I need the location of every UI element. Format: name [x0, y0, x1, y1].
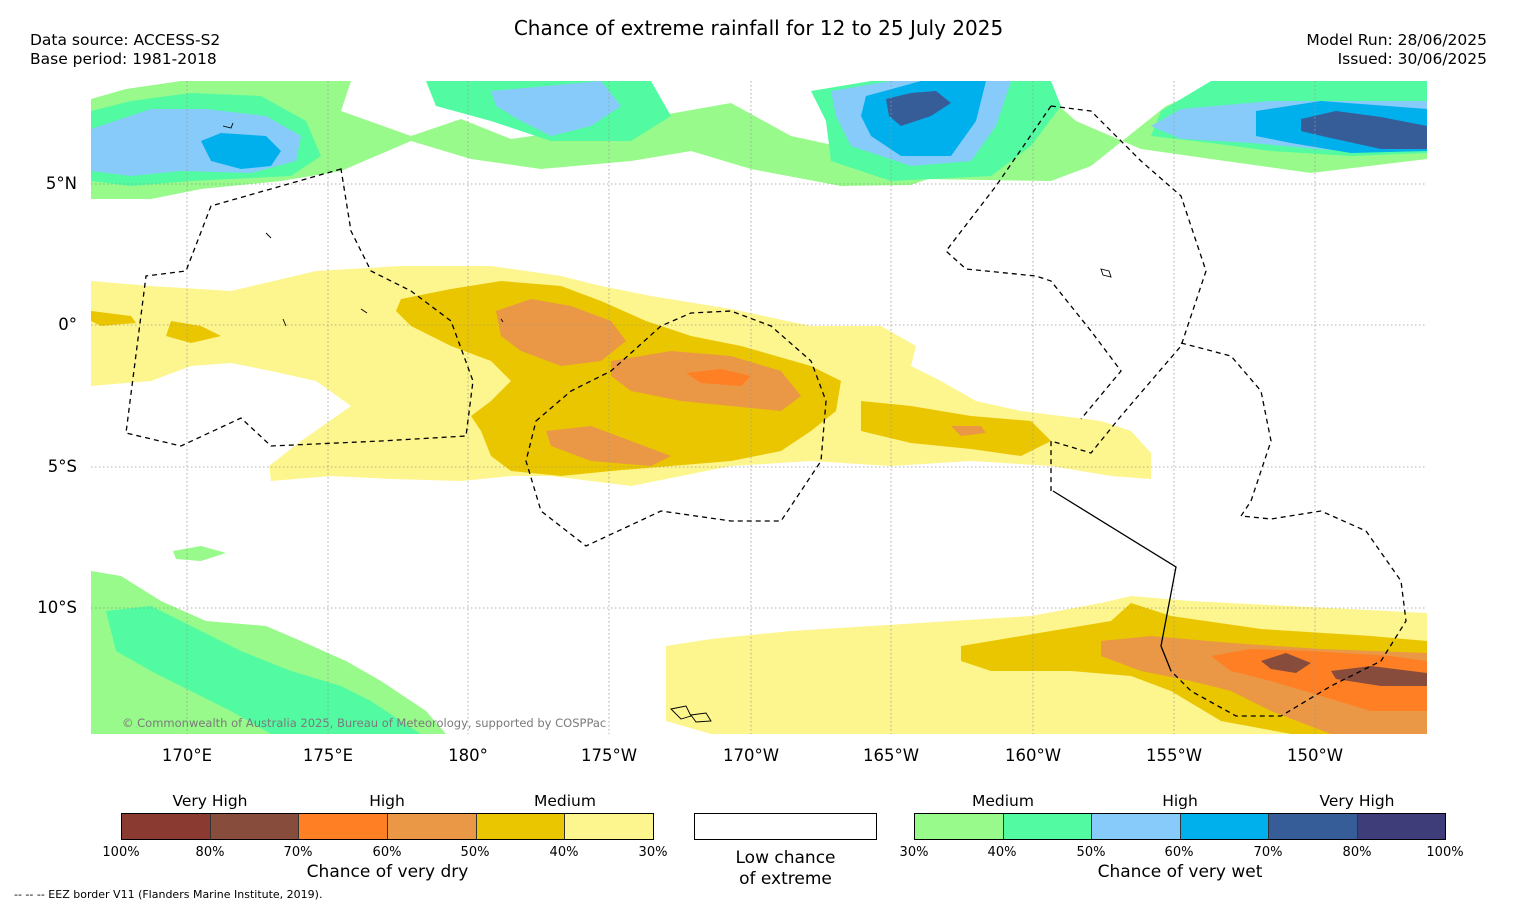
wet-legend-caption: Chance of very wet: [1097, 862, 1263, 882]
lon-label-155w: 155°W: [1145, 746, 1203, 765]
base-period-text: Base period: 1981-2018: [30, 50, 217, 68]
dry-swatch-70-60: [299, 814, 389, 839]
wet-70-area-north: [886, 91, 1427, 149]
lat-label-5s: 5°S: [47, 457, 77, 476]
eez-border-note: -- -- -- EEZ border V11 (Flanders Marine…: [14, 888, 323, 901]
dry-medium-area-central: [91, 266, 1427, 734]
wet-swatch-60-70: [1180, 814, 1269, 839]
eez-border-kiribati-phoenix: [525, 310, 827, 547]
wet-medium-area-south: [91, 546, 446, 734]
dry-tick-50: 50%: [460, 845, 490, 860]
wet-regions: [91, 81, 1427, 734]
dry-tick-100: 100%: [102, 845, 140, 860]
wet-tick-50: 50%: [1076, 845, 1106, 860]
wet-tick-80: 80%: [1342, 845, 1372, 860]
map-title: Chance of extreme rainfall for 12 to 25 …: [513, 16, 1004, 40]
island-outlines: [222, 122, 1112, 723]
dry-colorbar: [121, 813, 654, 840]
wet-swatch-80-100: [1357, 814, 1445, 839]
dry-group-medium: Medium: [534, 792, 596, 810]
low-chance-caption-line2: of extreme: [739, 869, 832, 889]
dry-tick-30: 30%: [638, 845, 668, 860]
wet-medium-area-north: [91, 81, 1427, 199]
lon-label-150w: 150°W: [1286, 746, 1344, 765]
low-chance-caption-line1: Low chance: [735, 848, 836, 868]
dry-tick-40: 40%: [549, 845, 579, 860]
wet-swatch-40-50: [1003, 814, 1092, 839]
lon-label-175w: 175°W: [580, 746, 638, 765]
wet-group-medium: Medium: [972, 792, 1034, 810]
issued-text: Issued: 30/06/2025: [1337, 50, 1487, 68]
eez-border-kiribati-gilbert: [125, 168, 474, 447]
low-chance-swatch: [694, 813, 877, 840]
data-source-text: Data source: ACCESS-S2: [30, 31, 221, 49]
low-chance-caption: Low chance of extreme: [694, 848, 877, 890]
dry-swatch-100-80: [122, 814, 211, 839]
dry-swatch-60-50: [388, 814, 477, 839]
model-run-info: Model Run: 28/06/2025 Issued: 30/06/2025: [1306, 31, 1487, 69]
rainfall-map: [91, 81, 1427, 734]
eez-border-kiribati-line: [945, 105, 1207, 491]
wet-swatch-50-60: [1092, 814, 1181, 839]
eez-borders: [125, 105, 1407, 717]
lat-label-5n: 5°N: [45, 174, 77, 193]
data-source-info: Data source: ACCESS-S2 Base period: 1981…: [30, 31, 220, 69]
lon-label-160w: 160°W: [1004, 746, 1062, 765]
lon-label-170e: 170°E: [161, 746, 213, 765]
wet-40-area-south: [106, 606, 421, 734]
wet-colorbar: [914, 813, 1446, 840]
wet-tick-60: 60%: [1164, 845, 1194, 860]
lon-label-180: 180°: [448, 746, 488, 765]
wet-tick-40: 40%: [987, 845, 1017, 860]
wet-tick-30: 30%: [899, 845, 929, 860]
wet-40-area-north: [91, 81, 1427, 186]
eez-solid-border: [1052, 490, 1177, 672]
dry-swatch-40-30: [565, 814, 654, 839]
wet-50-area-north: [91, 81, 1427, 176]
dry-tick-60: 60%: [372, 845, 402, 860]
dry-swatch-50-40: [476, 814, 566, 839]
lon-label-165w: 165°W: [862, 746, 920, 765]
model-run-text: Model Run: 28/06/2025: [1306, 31, 1487, 49]
dry-tick-70: 70%: [283, 845, 313, 860]
lon-label-170w: 170°W: [722, 746, 780, 765]
wet-tick-100: 100%: [1426, 845, 1464, 860]
eez-border-polynesia: [1170, 342, 1407, 717]
dry-regions: [91, 266, 1427, 734]
wet-swatch-30-40: [915, 814, 1004, 839]
copyright-notice: © Commonwealth of Australia 2025, Bureau…: [122, 716, 607, 730]
lat-label-0: 0°: [58, 315, 77, 334]
lon-label-175e: 175°E: [302, 746, 354, 765]
wet-tick-70: 70%: [1253, 845, 1283, 860]
map-gridlines: [91, 81, 1427, 734]
dry-70-area-central: [1261, 653, 1427, 686]
wet-swatch-70-80: [1269, 814, 1358, 839]
wet-group-very-high: Very High: [1319, 792, 1395, 810]
dry-tick-80: 80%: [195, 845, 225, 860]
wet-group-high: High: [1162, 792, 1198, 810]
dry-legend-caption: Chance of very dry: [306, 862, 469, 882]
dry-swatch-80-70: [210, 814, 300, 839]
dry-group-very-high: Very High: [172, 792, 248, 810]
dry-group-high: High: [369, 792, 405, 810]
lat-label-10s: 10°S: [37, 598, 77, 617]
